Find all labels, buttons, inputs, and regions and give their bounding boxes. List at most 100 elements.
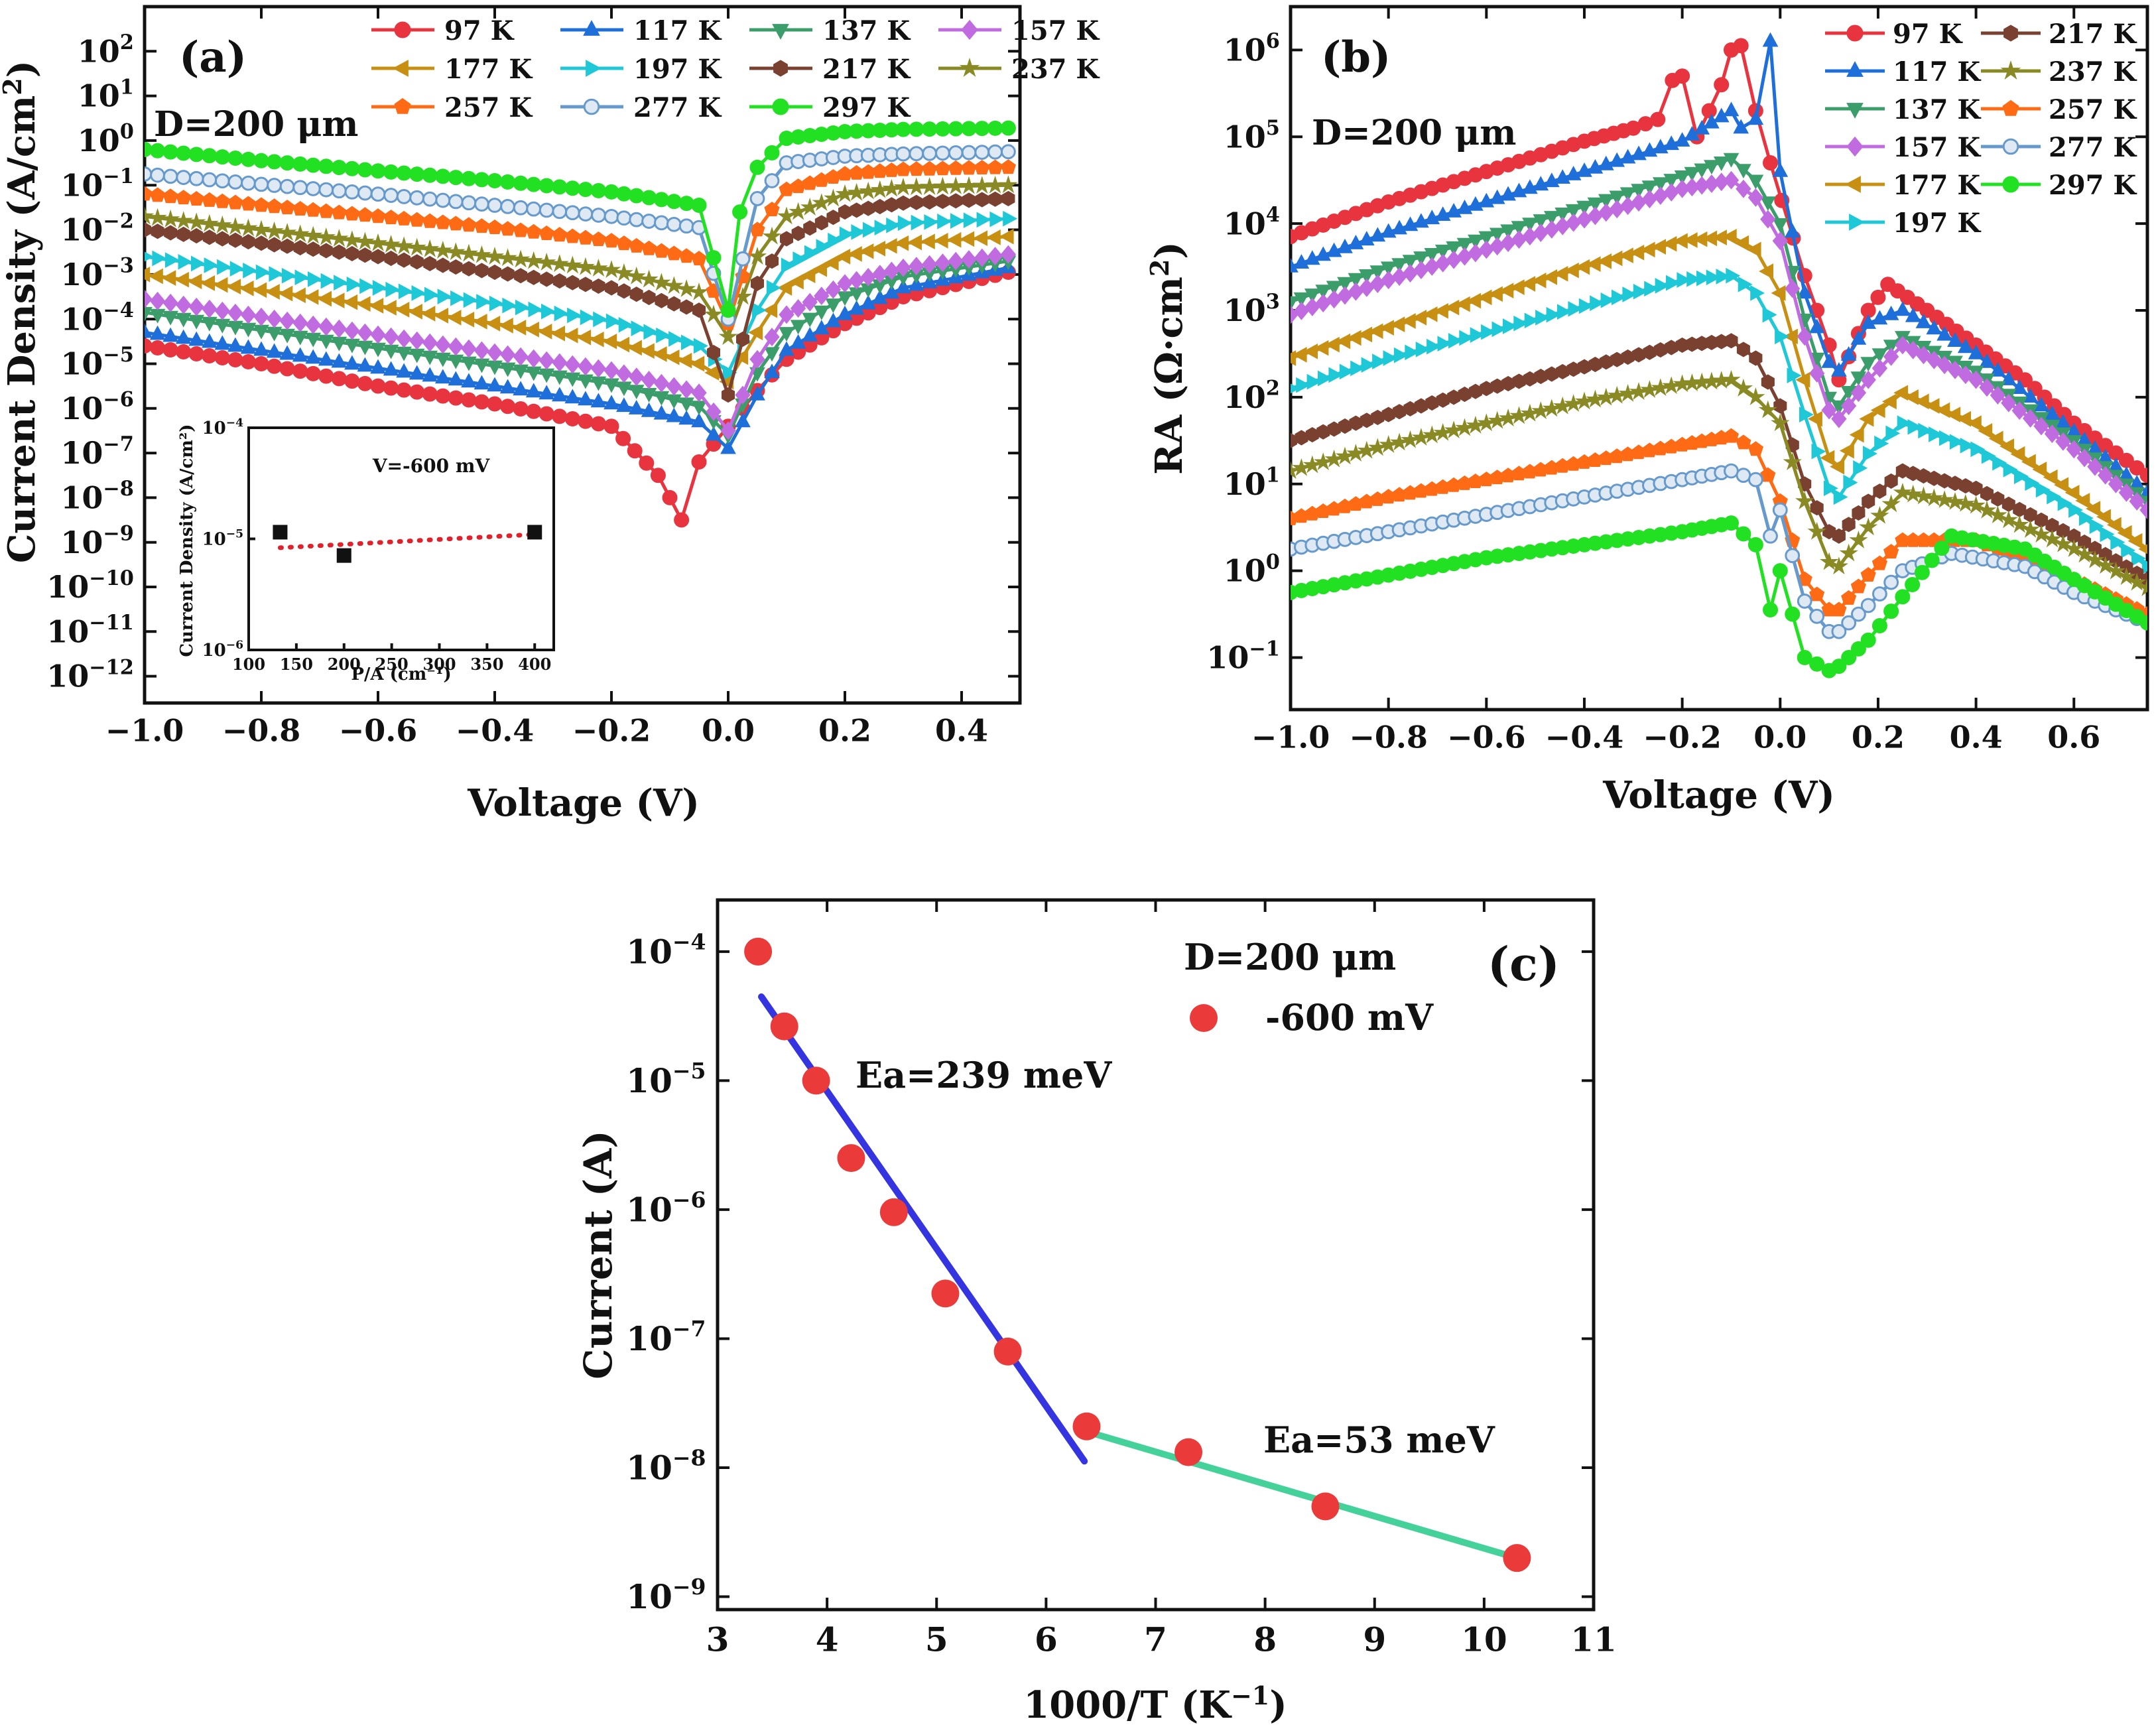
data-point	[305, 181, 321, 196]
data-point	[631, 320, 646, 336]
data-point	[764, 363, 780, 379]
data-point	[1662, 235, 1677, 252]
y-tick-label: 10−2	[60, 209, 134, 247]
data-point	[828, 232, 843, 249]
y-tick-label: 104	[1224, 203, 1280, 241]
data-point	[513, 222, 529, 237]
data-point	[1999, 510, 2018, 529]
data-point	[1318, 370, 1332, 387]
data-point	[161, 209, 180, 227]
data-point	[255, 235, 268, 251]
data-point	[1831, 361, 1847, 377]
legend-label: 257 K	[444, 92, 533, 123]
data-point	[1850, 330, 1867, 345]
data-point	[973, 230, 987, 247]
data-point	[513, 401, 529, 417]
data-point	[1956, 493, 1975, 512]
data-point	[397, 252, 411, 268]
data-point	[1402, 264, 1419, 283]
data-point	[1564, 262, 1579, 279]
data-point	[1926, 350, 1942, 369]
data-point	[332, 244, 346, 260]
inset-x-tick-label: 350	[470, 655, 503, 674]
data-point	[500, 198, 515, 214]
data-point	[592, 278, 605, 294]
data-point	[863, 222, 877, 238]
y-tick-label: 10−5	[60, 343, 134, 381]
x-tick-label: −0.2	[1643, 720, 1722, 755]
data-point	[693, 338, 708, 354]
data-point	[2139, 468, 2147, 483]
data-point	[202, 148, 218, 164]
data-point	[590, 416, 606, 432]
data-point	[691, 454, 707, 470]
data-point	[814, 215, 828, 231]
legend-marker	[1846, 61, 1864, 77]
data-point	[1822, 524, 1836, 540]
data-point	[602, 260, 621, 279]
data-point	[1783, 452, 1802, 471]
data-point	[1302, 455, 1322, 474]
data-point	[590, 231, 606, 246]
data-point	[515, 299, 530, 316]
data-point	[907, 177, 926, 196]
data-point	[650, 468, 666, 483]
data-point	[162, 342, 178, 358]
data-point	[1870, 402, 1885, 418]
data-point	[1772, 502, 1788, 518]
data-point	[2031, 525, 2051, 543]
data-point	[641, 190, 657, 206]
data-point	[972, 176, 991, 194]
data-point	[1324, 449, 1344, 468]
panel-label: (a)	[179, 32, 247, 82]
data-point	[882, 178, 901, 197]
data-point	[629, 188, 645, 204]
data-point	[1448, 332, 1463, 349]
data-point	[1578, 298, 1594, 314]
data-point	[736, 331, 749, 347]
data-point	[145, 186, 153, 201]
data-point	[188, 147, 204, 162]
data-point	[861, 200, 875, 216]
data-point	[474, 341, 490, 360]
data-point	[1936, 326, 1952, 341]
data-point	[1999, 438, 2014, 454]
data-point	[1860, 632, 1876, 648]
data-point	[176, 344, 192, 360]
data-point	[305, 349, 322, 364]
data-point	[1337, 277, 1353, 292]
data-point	[1988, 430, 2003, 447]
data-point	[152, 250, 167, 267]
data-point	[1905, 577, 1921, 593]
data-point	[435, 214, 451, 229]
data-point	[1587, 197, 1604, 212]
inset-x-axis-title: P/A (cm⁻¹)	[351, 665, 451, 684]
plot-frame	[143, 5, 1022, 705]
data-point	[1401, 313, 1416, 329]
data-point	[1925, 488, 1944, 507]
data-point	[498, 248, 517, 267]
data-point	[639, 269, 659, 288]
y-axis-title: Current Density (A/cm2)	[0, 60, 44, 563]
data-point	[174, 271, 189, 288]
data-point	[909, 257, 924, 276]
data-point	[987, 120, 1003, 136]
data-point	[540, 271, 554, 287]
data-point	[962, 192, 976, 208]
data-point	[145, 306, 153, 322]
data-point	[316, 227, 336, 245]
data-point	[255, 264, 271, 281]
legend-marker	[2003, 25, 2018, 42]
data-point	[1346, 330, 1362, 346]
data-point	[593, 311, 608, 328]
data-point	[1807, 521, 1826, 540]
x-tick-label: 0.6	[2047, 720, 2100, 755]
x-tick-label: 11	[1570, 1620, 1617, 1659]
y-tick-label: 101	[78, 75, 134, 113]
data-point	[655, 292, 668, 308]
data-point	[369, 298, 384, 314]
legend-marker	[1845, 176, 1861, 193]
data-point	[946, 176, 966, 194]
data-point	[999, 228, 1014, 245]
data-point	[435, 335, 451, 354]
